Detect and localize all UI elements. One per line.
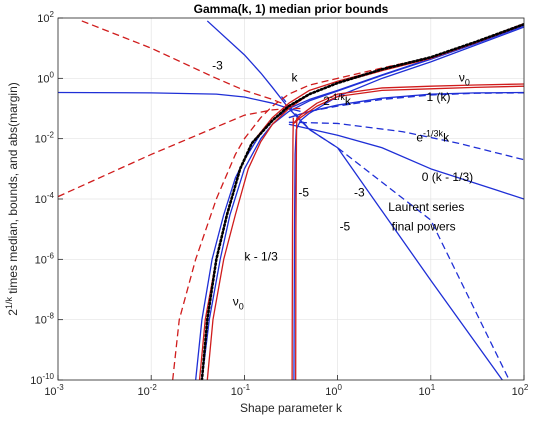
- y-axis-label: 21/k times median, bounds, and abs(margi…: [4, 82, 20, 315]
- x-tick-labels: 10-3 10-2 10-1 100 101 102: [44, 383, 529, 398]
- series-group: [58, 20, 524, 380]
- annotation-labels: k -3 ν0 1 (k) 2-1/kk e-1/3kk 0 (k - 1/3) -5 -3 La…: [212, 58, 473, 311]
- annotation-11: -5: [340, 220, 351, 234]
- y-tick-label-5: 100: [37, 70, 54, 85]
- x-tick-label-3: 100: [325, 383, 342, 398]
- y-tick-label-4: 10-2: [35, 131, 55, 146]
- y-tick-label-1: 10-8: [35, 312, 55, 327]
- annotation-6: 0 (k - 1/3): [422, 170, 473, 184]
- series-line-4: [288, 121, 524, 161]
- series-line-2: [280, 96, 510, 380]
- tick-marks: [57, 17, 525, 381]
- annotation-9: Laurent series: [388, 200, 464, 214]
- series-line-17: [292, 83, 524, 125]
- annotation-0: k: [291, 70, 298, 84]
- annotation-4: 2-1/kk: [323, 92, 352, 108]
- y-axis-label-rest: times median, bounds, and abs(margin): [6, 82, 20, 297]
- y-tick-label-3: 10-4: [35, 191, 55, 206]
- annotation-10: final powers: [392, 220, 456, 234]
- annotation-8: -3: [354, 186, 365, 200]
- series-line-19: [200, 22, 524, 380]
- annotation-2: ν0: [459, 70, 470, 87]
- annotation-7: -5: [298, 186, 309, 200]
- series-line-15: [291, 117, 294, 380]
- annotation-13: ν0: [233, 294, 244, 311]
- series-line-1: [206, 20, 504, 380]
- series-layer: [58, 20, 524, 380]
- y-tick-label-6: 102: [37, 10, 54, 25]
- x-tick-label-2: 10-1: [231, 383, 251, 398]
- y-axis-label-sup: 1/k: [4, 297, 14, 310]
- y-tick-label-0: 10-10: [30, 372, 54, 387]
- x-tick-label-4: 101: [418, 383, 435, 398]
- series-line-8: [201, 25, 524, 380]
- series-line-6: [288, 92, 524, 119]
- series-line-9: [293, 26, 524, 380]
- x-tick-label-0: 10-3: [44, 383, 64, 398]
- series-line-3: [288, 123, 524, 200]
- series-line-12: [172, 24, 524, 380]
- y-tick-label-2: 10-6: [35, 251, 55, 266]
- x-tick-label-5: 102: [512, 383, 529, 398]
- annotation-5: e-1/3kk: [416, 129, 450, 145]
- annotation-12: k - 1/3: [244, 250, 278, 264]
- series-line-16: [295, 117, 298, 380]
- y-axis-label-prefix: 2: [6, 309, 20, 316]
- chart-title: Gamma(k, 1) median prior bounds: [194, 2, 389, 16]
- annotation-1: -3: [212, 58, 223, 72]
- annotation-3: 1 (k): [427, 90, 451, 104]
- x-axis-label: Shape parameter k: [240, 401, 343, 415]
- y-tick-labels: 10-10 10-8 10-6 10-4 10-2 100 102: [30, 10, 54, 387]
- series-line-18: [292, 85, 524, 125]
- x-tick-label-1: 10-2: [138, 383, 158, 398]
